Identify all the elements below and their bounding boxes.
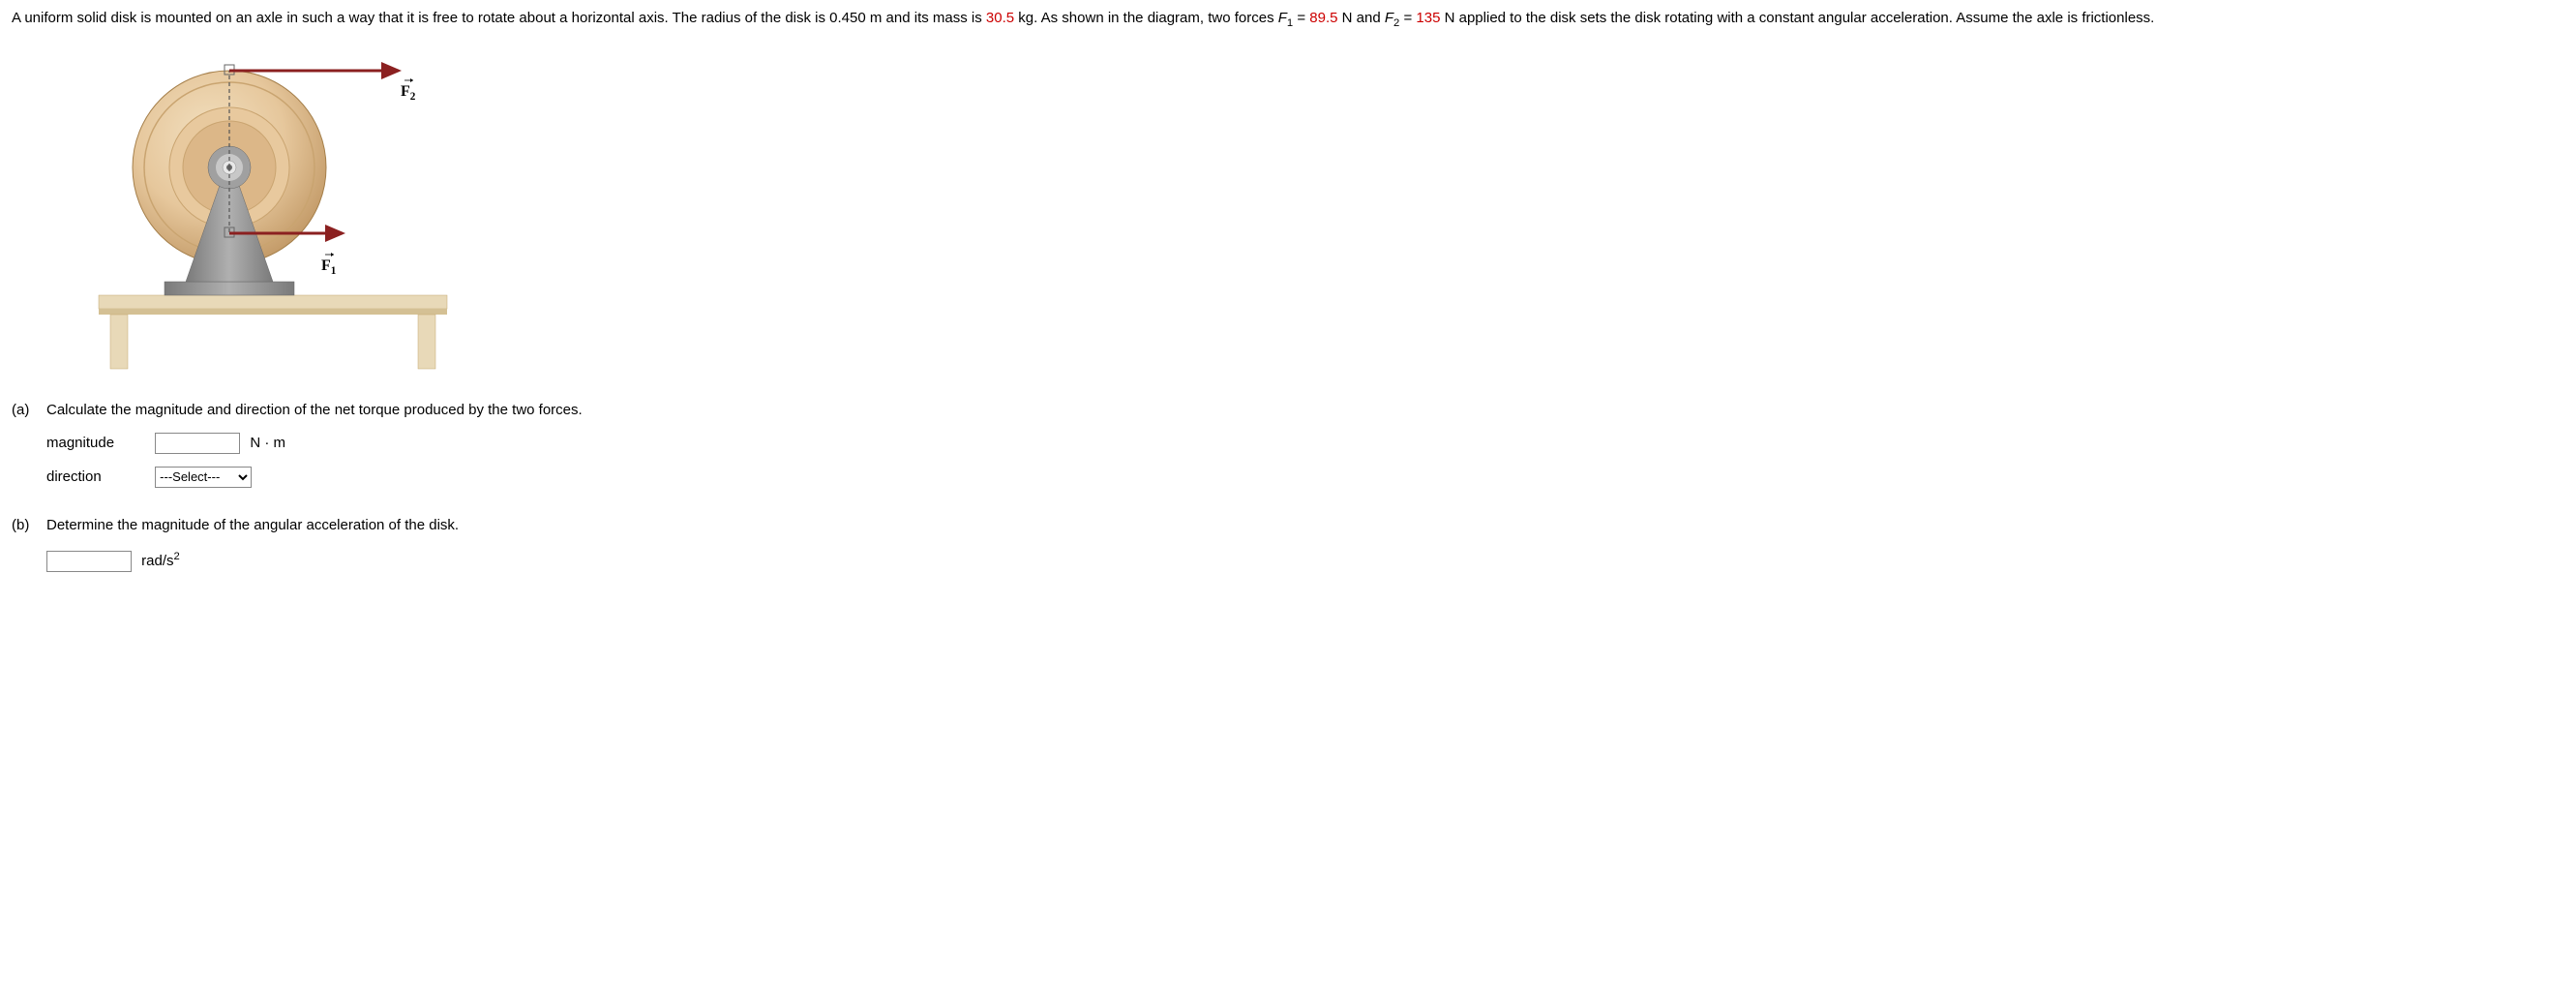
angular-accel-row: rad/s2 <box>46 549 2564 573</box>
angular-accel-unit: rad/s2 <box>141 553 180 569</box>
equals-1: = <box>1293 10 1309 26</box>
stand-base <box>165 282 294 295</box>
part-b-question: Determine the magnitude of the angular a… <box>46 515 459 537</box>
intro-text-3: N and <box>1338 10 1385 26</box>
intro-text-1: A uniform solid disk is mounted on an ax… <box>12 10 986 26</box>
intro-text-4: N applied to the disk sets the disk rota… <box>1440 10 2154 26</box>
f1-value: 89.5 <box>1309 10 1337 26</box>
part-a: (a) Calculate the magnitude and directio… <box>12 400 2564 489</box>
magnitude-input[interactable] <box>155 433 240 454</box>
direction-select[interactable]: ---Select--- <box>155 467 252 488</box>
table-top <box>99 295 447 309</box>
mass-value: 30.5 <box>986 10 1014 26</box>
f2-label: F2 <box>401 80 415 106</box>
direction-label: direction <box>46 467 151 489</box>
table-edge <box>99 309 447 315</box>
magnitude-unit: N · m <box>250 435 285 451</box>
direction-row: direction ---Select--- <box>46 467 2564 489</box>
part-a-label: (a) <box>12 400 46 422</box>
table-leg-left <box>110 315 128 369</box>
f1-label: F1 <box>321 255 336 280</box>
f2-symbol: F <box>1385 10 1393 26</box>
f1-symbol: F <box>1278 10 1287 26</box>
magnitude-row: magnitude N · m <box>46 433 2564 455</box>
part-a-question: Calculate the magnitude and direction of… <box>46 400 583 422</box>
f2-value: 135 <box>1416 10 1440 26</box>
equals-2: = <box>1399 10 1416 26</box>
magnitude-label: magnitude <box>46 433 151 455</box>
angular-accel-input[interactable] <box>46 551 132 572</box>
problem-statement: A uniform solid disk is mounted on an ax… <box>12 8 2564 32</box>
disk-diagram: F2 F1 <box>89 44 457 373</box>
part-b: (b) Determine the magnitude of the angul… <box>12 515 2564 572</box>
intro-text-2: kg. As shown in the diagram, two forces <box>1014 10 1278 26</box>
table-leg-right <box>418 315 435 369</box>
part-b-label: (b) <box>12 515 46 537</box>
